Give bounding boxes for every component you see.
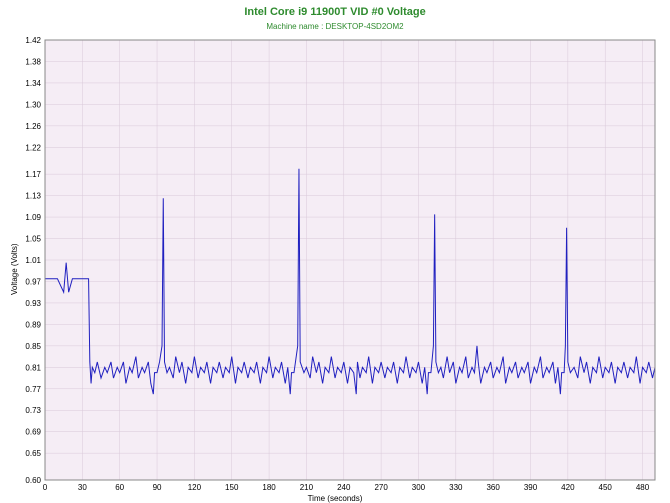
svg-text:1.42: 1.42: [25, 36, 41, 45]
svg-text:480: 480: [636, 483, 650, 492]
svg-text:300: 300: [412, 483, 426, 492]
chart-subtitle: Machine name : DESKTOP-4SD2OM2: [0, 22, 670, 31]
svg-text:270: 270: [374, 483, 388, 492]
svg-text:360: 360: [486, 483, 500, 492]
svg-text:1.22: 1.22: [25, 143, 41, 152]
svg-text:60: 60: [115, 483, 124, 492]
svg-text:0: 0: [43, 483, 48, 492]
svg-text:30: 30: [78, 483, 87, 492]
svg-text:1.09: 1.09: [25, 213, 41, 222]
svg-text:90: 90: [153, 483, 162, 492]
svg-text:150: 150: [225, 483, 239, 492]
svg-text:1.17: 1.17: [25, 170, 41, 179]
svg-text:1.26: 1.26: [25, 122, 41, 131]
svg-text:0.81: 0.81: [25, 363, 41, 372]
plot-area: 0306090120150180210240270300330360390420…: [45, 40, 655, 480]
chart-svg: 0306090120150180210240270300330360390420…: [45, 40, 655, 480]
svg-text:0.60: 0.60: [25, 476, 41, 485]
svg-text:1.05: 1.05: [25, 235, 41, 244]
svg-text:180: 180: [262, 483, 276, 492]
svg-text:0.73: 0.73: [25, 406, 41, 415]
y-axis-label: Voltage (Volts): [10, 243, 19, 295]
svg-text:0.69: 0.69: [25, 428, 41, 437]
svg-text:1.38: 1.38: [25, 57, 41, 66]
svg-text:0.85: 0.85: [25, 342, 41, 351]
svg-text:210: 210: [300, 483, 314, 492]
chart-container: Intel Core i9 11900T VID #0 Voltage Mach…: [0, 0, 670, 502]
svg-text:1.30: 1.30: [25, 100, 41, 109]
svg-text:0.65: 0.65: [25, 449, 41, 458]
svg-text:0.77: 0.77: [25, 385, 41, 394]
svg-text:1.01: 1.01: [25, 256, 41, 265]
svg-text:0.93: 0.93: [25, 299, 41, 308]
svg-text:420: 420: [561, 483, 575, 492]
svg-text:0.89: 0.89: [25, 320, 41, 329]
svg-text:1.13: 1.13: [25, 192, 41, 201]
svg-text:390: 390: [524, 483, 538, 492]
svg-text:450: 450: [599, 483, 613, 492]
chart-title: Intel Core i9 11900T VID #0 Voltage: [0, 6, 670, 18]
svg-text:0.97: 0.97: [25, 277, 41, 286]
svg-text:240: 240: [337, 483, 351, 492]
svg-text:330: 330: [449, 483, 463, 492]
svg-text:1.34: 1.34: [25, 79, 41, 88]
svg-text:120: 120: [188, 483, 202, 492]
